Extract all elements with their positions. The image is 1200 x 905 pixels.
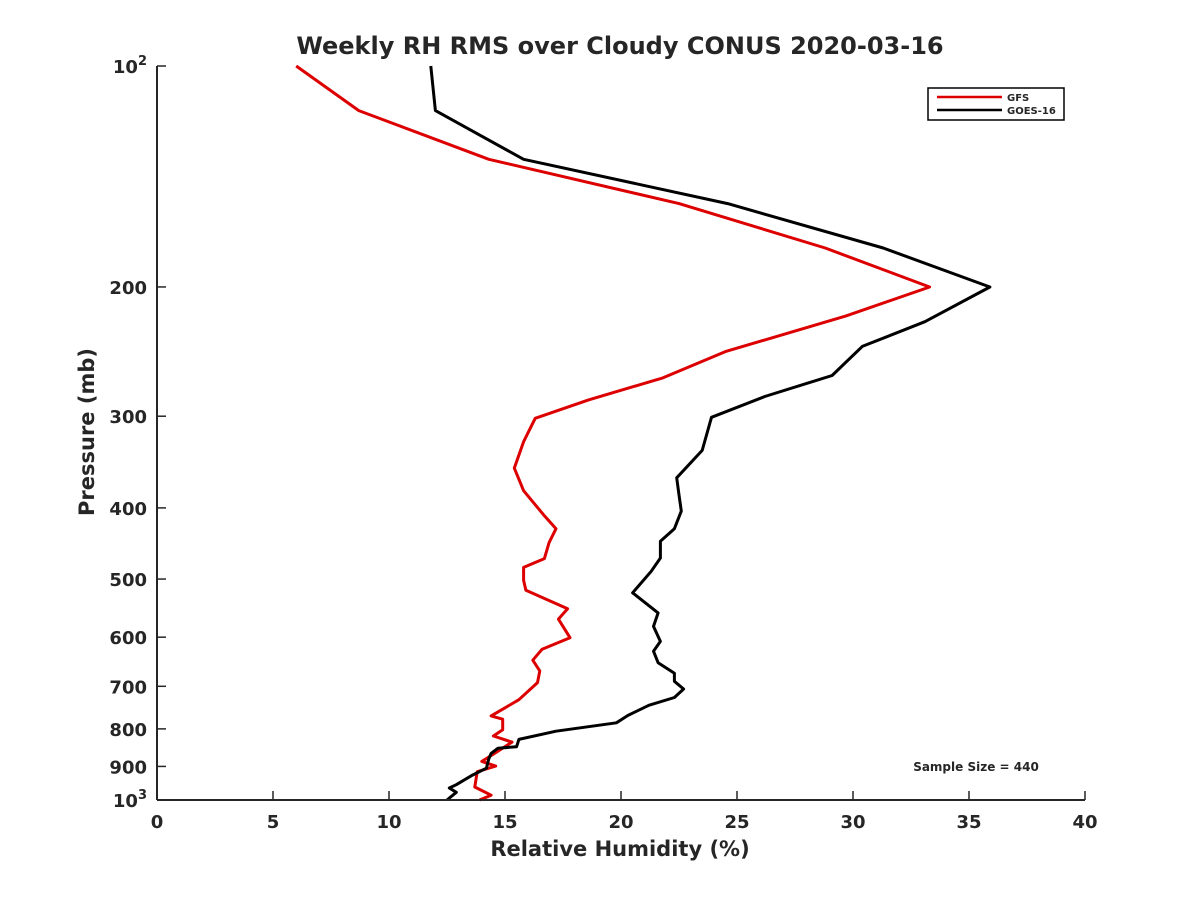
y-tick-label: 800	[109, 720, 147, 741]
y-tick-label: 700	[109, 677, 147, 698]
legend-box	[927, 87, 1065, 121]
y-tick-label: 900	[109, 757, 147, 778]
y-tick-label: 300	[109, 407, 147, 428]
legend-label-goes16: GOES-16	[1007, 106, 1056, 117]
y-axis-label: Pressure (mb)	[75, 348, 99, 516]
legend-label-gfs: GFS	[1007, 93, 1029, 104]
x-axis-ticks: 0 5 10 15 20 25 30 35 40	[151, 791, 1098, 833]
x-axis-label: Relative Humidity (%)	[490, 837, 749, 861]
x-tick-label: 30	[840, 812, 865, 833]
x-tick-label: 5	[267, 812, 280, 833]
y-tick-label: 200	[109, 278, 147, 299]
x-tick-label: 15	[492, 812, 517, 833]
series-layer	[295, 64, 992, 802]
y-tick-label: 400	[109, 499, 147, 520]
series-line-goes-16	[429, 65, 992, 802]
x-tick-label: 20	[608, 812, 633, 833]
x-tick-label: 35	[956, 812, 981, 833]
x-tick-label: 25	[724, 812, 749, 833]
x-tick-label: 10	[376, 812, 401, 833]
y-tick-label: 600	[109, 628, 147, 649]
y-tick-label: 500	[109, 570, 147, 591]
x-tick-label: 40	[1072, 812, 1097, 833]
chart-title: Weekly RH RMS over Cloudy CONUS 2020-03-…	[296, 32, 943, 60]
legend: GFS GOES-16	[927, 87, 1065, 121]
sample-size-annotation: Sample Size = 440	[913, 760, 1039, 774]
x-tick-label: 0	[151, 812, 164, 833]
